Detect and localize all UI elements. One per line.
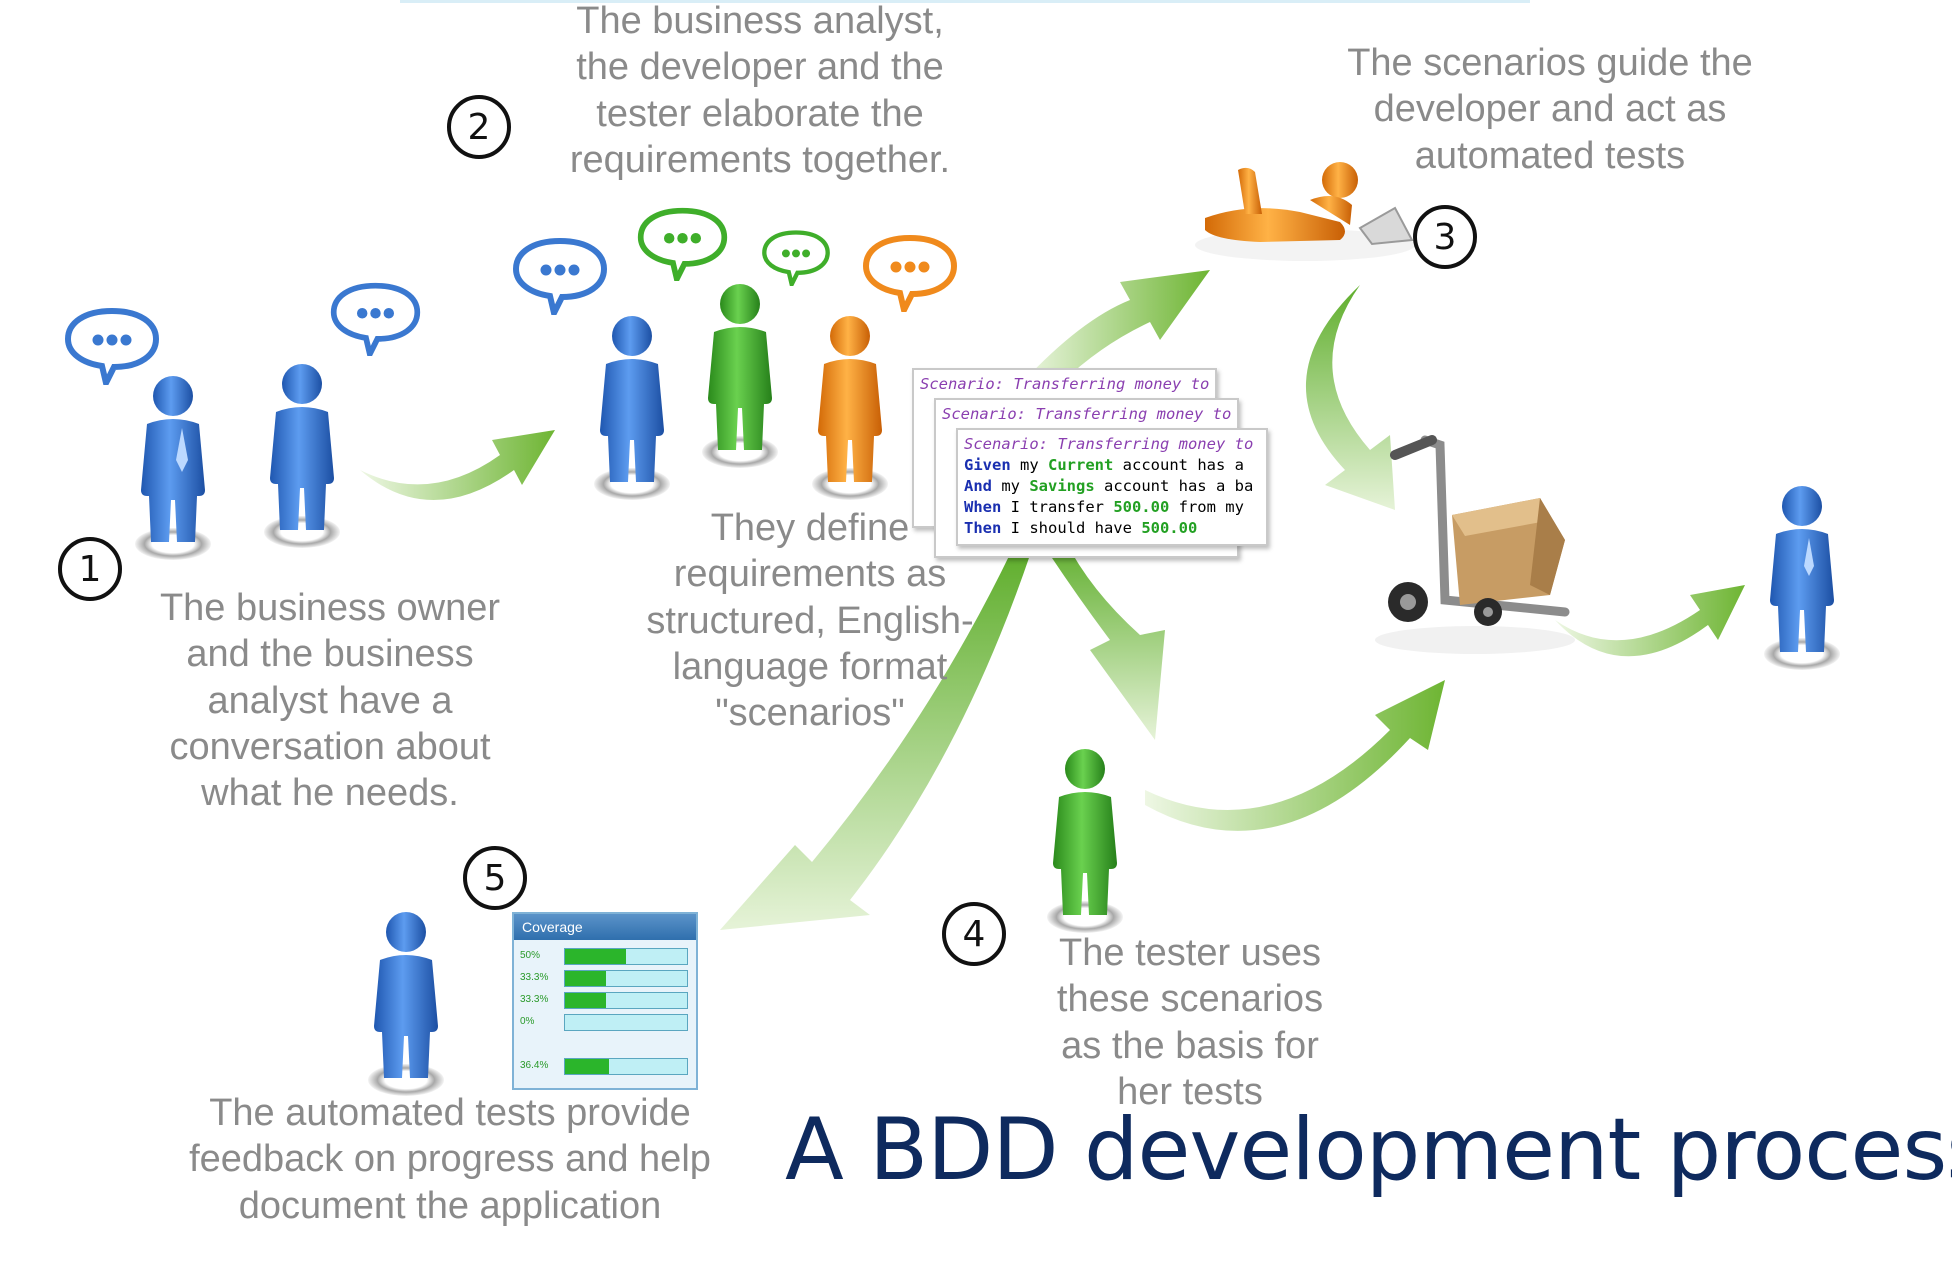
reclining-developer-icon xyxy=(1195,162,1415,261)
speech-bubble-icon xyxy=(516,241,604,313)
diagram-title: A BDD development process xyxy=(785,1100,1952,1200)
speech-bubble-icon xyxy=(764,233,827,285)
step-5-caption: The automated tests provide feedback on … xyxy=(189,1092,711,1227)
step-5-badge: 5 xyxy=(463,846,527,910)
stakeholder-person-icon xyxy=(368,912,444,1096)
coverage-bar xyxy=(564,992,688,1009)
step-parameter: 500.00 xyxy=(1113,498,1170,516)
coverage-row: 33.3% xyxy=(520,992,692,1012)
tester-person-icon xyxy=(812,316,888,500)
coverage-percent: 50% xyxy=(520,950,541,961)
step-parameter: Current xyxy=(1048,456,1114,474)
coverage-percent: 0% xyxy=(520,1016,535,1027)
speech-bubble-icon xyxy=(641,211,725,279)
speech-bubble-icon xyxy=(334,286,418,354)
step-text: my xyxy=(992,477,1030,495)
scenario-steps: Given my Current account has a And my Sav… xyxy=(964,455,1260,539)
step-text: I transfer xyxy=(1001,498,1114,516)
coverage-bar xyxy=(564,948,688,965)
gherkin-keyword: Given xyxy=(964,456,1011,474)
coverage-percent: 36.4% xyxy=(520,1060,549,1071)
arrow-2-to-3 xyxy=(1020,270,1210,400)
coverage-bar xyxy=(564,1014,688,1031)
coverage-row: 50% xyxy=(520,948,692,968)
coverage-bar-fill xyxy=(565,993,606,1008)
scenario-step-line: Then I should have 500.00 xyxy=(964,518,1260,539)
scenarios-caption: They define requirements as structured, … xyxy=(646,507,974,735)
step-2-caption: The business analyst, the developer and … xyxy=(569,0,951,182)
delivery-hand-truck-icon xyxy=(1375,435,1575,654)
scenario-step-line: When I transfer 500.00 from my xyxy=(964,497,1260,518)
step-text: account has a ba xyxy=(1094,477,1254,495)
arrow-1-to-2 xyxy=(360,430,555,500)
tie-icon xyxy=(1804,538,1814,576)
coverage-row: 33.3% xyxy=(520,970,692,990)
developer-person-icon xyxy=(702,284,778,468)
business-analyst-person-icon xyxy=(264,364,340,548)
coverage-percent: 33.3% xyxy=(520,994,549,1005)
business-owner-person-icon xyxy=(135,376,211,560)
step-text: account has a xyxy=(1113,456,1244,474)
arrow-scenarios-to-4 xyxy=(1050,540,1165,740)
arrow-scenarios-to-5 xyxy=(720,550,1030,930)
step-4-badge: 4 xyxy=(942,902,1006,966)
top-rule xyxy=(400,0,1530,3)
coverage-row: 0% xyxy=(520,1014,692,1034)
coverage-bar xyxy=(564,1058,688,1075)
speech-bubble-icon xyxy=(866,238,954,310)
step-4-caption: The tester uses these scenarios as the b… xyxy=(1056,932,1324,1114)
scenario-step-line: Given my Current account has a xyxy=(964,455,1260,476)
arrow-delivery-to-owner xyxy=(1555,585,1745,657)
step-parameter: Savings xyxy=(1029,477,1095,495)
step-text: my xyxy=(1010,456,1048,474)
scenario-step-line: And my Savings account has a ba xyxy=(964,476,1260,497)
step-parameter: 500.00 xyxy=(1141,519,1198,537)
step-1-badge: 1 xyxy=(58,537,122,601)
step-3-badge: 3 xyxy=(1413,205,1477,269)
gherkin-keyword: Then xyxy=(964,519,1002,537)
coverage-bar-fill xyxy=(565,1059,610,1074)
scenario-card-title: Scenario: Transferring money to xyxy=(964,435,1254,453)
step-text: from my xyxy=(1169,498,1244,516)
step-1-caption: The business owner and the business anal… xyxy=(159,587,501,815)
coverage-row: 36.4% xyxy=(520,1058,692,1078)
coverage-percent: 33.3% xyxy=(520,972,549,983)
coverage-bar-fill xyxy=(565,949,626,964)
coverage-bar xyxy=(564,970,688,987)
scenario-card-title: Scenario: Transferring money to xyxy=(942,405,1232,423)
step-2-badge: 2 xyxy=(447,95,511,159)
tie-icon xyxy=(176,428,188,472)
coverage-report: Coverage 50% 33.3% 33.3% 0% 36.4% xyxy=(512,912,698,1090)
step-3-caption: The scenarios guide the developer and ac… xyxy=(1347,42,1753,177)
coverage-header: Coverage xyxy=(514,914,696,940)
scenario-card-title: Scenario: Transferring money to xyxy=(920,375,1210,393)
business-owner-result-person-icon xyxy=(1764,486,1840,670)
arrow-3-to-delivery xyxy=(1305,285,1395,510)
analyst-person-icon xyxy=(594,316,670,500)
gherkin-keyword: When xyxy=(964,498,1002,516)
speech-bubble-icon xyxy=(68,311,156,383)
arrow-4-to-delivery xyxy=(1145,680,1445,831)
scenario-card-front: Scenario: Transferring money to Given my… xyxy=(956,428,1268,546)
coverage-bar-fill xyxy=(565,971,606,986)
tester-person-icon xyxy=(1047,749,1123,933)
gherkin-keyword: And xyxy=(964,477,992,495)
step-text: I should have xyxy=(1001,519,1142,537)
